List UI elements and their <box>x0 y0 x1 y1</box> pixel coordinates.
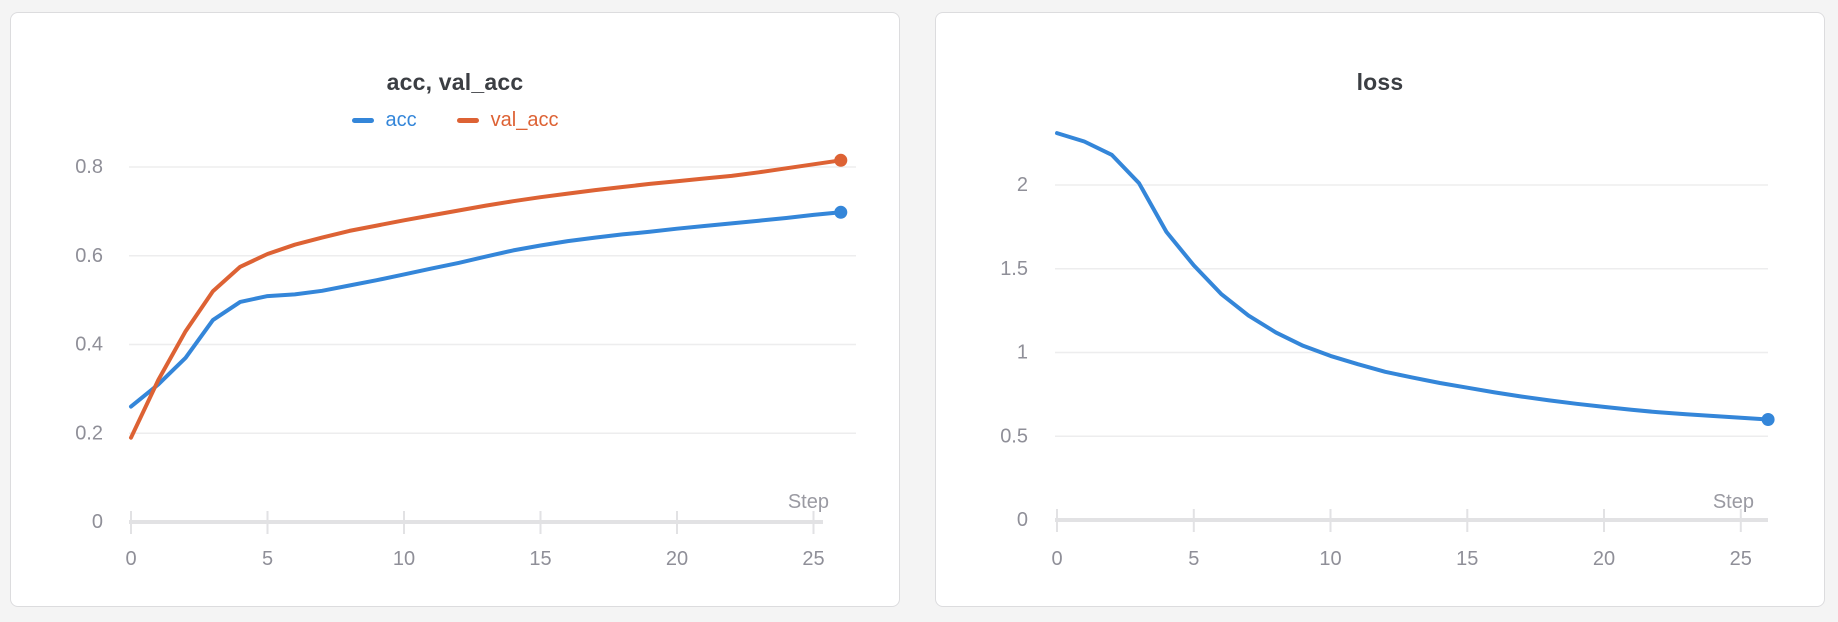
series-line-acc[interactable] <box>129 210 843 409</box>
y-tick-label: 0 <box>92 511 103 533</box>
chart-panel-acc[interactable]: acc, val_acc acc val_acc 0 0.2 0.4 0.6 0.8 0 5… <box>10 12 900 607</box>
x-tick-label: 0 <box>125 548 136 570</box>
chart-title-loss: loss <box>1356 69 1404 95</box>
legend-dash-acc-icon <box>351 118 374 123</box>
x-tick-label: 5 <box>1188 548 1199 570</box>
chart-legend: acc val_acc <box>11 109 899 132</box>
x-tick-label: 10 <box>393 548 415 570</box>
x-tick-label: 15 <box>529 548 551 570</box>
y-tick-label: 0.4 <box>75 334 103 356</box>
x-tick-label: 25 <box>1730 548 1752 570</box>
x-axis-title: Step <box>1713 491 1754 513</box>
x-tick-label: 10 <box>1319 548 1341 570</box>
y-tick-label: 1.5 <box>1000 258 1028 280</box>
y-tick-label: 2 <box>1017 174 1028 196</box>
series-line-val_acc[interactable] <box>129 158 843 440</box>
series-line-loss[interactable] <box>1055 131 1771 422</box>
legend-label-val-acc: val_acc <box>490 109 559 131</box>
x-tick-label: 15 <box>1456 548 1478 570</box>
y-tick-label: 0.6 <box>75 245 103 267</box>
y-tick-label: 0.5 <box>1000 425 1028 447</box>
series-endpoint-acc[interactable] <box>834 205 848 219</box>
legend-item-acc[interactable]: acc <box>351 109 417 132</box>
x-tick-label: 25 <box>802 548 824 570</box>
legend-label-acc: acc <box>385 109 417 131</box>
x-tick-label: 5 <box>262 548 273 570</box>
y-tick-label: 0.8 <box>75 156 103 178</box>
chart-title-acc: acc, val_acc <box>386 69 524 95</box>
chart-canvas-acc[interactable]: 0 0.2 0.4 0.6 0.8 0 5 10 15 20 25 Step <box>11 13 899 606</box>
series-endpoint-val_acc[interactable] <box>834 153 848 167</box>
series-endpoint-loss[interactable] <box>1761 413 1775 426</box>
y-tick-label: 0.2 <box>75 422 103 444</box>
x-axis-title: Step <box>788 491 829 513</box>
x-tick-label: 0 <box>1051 548 1062 570</box>
y-tick-label: 0 <box>1017 509 1028 531</box>
x-tick-label: 20 <box>1593 548 1615 570</box>
legend-item-val-acc[interactable]: val_acc <box>456 109 559 132</box>
x-tick-label: 20 <box>666 548 688 570</box>
y-tick-label: 1 <box>1017 342 1028 364</box>
legend-dash-val-acc-icon <box>456 118 479 123</box>
chart-panel-loss[interactable]: loss 0 0.5 1 1.5 2 0 5 10 15 20 25 Step <box>935 12 1825 607</box>
